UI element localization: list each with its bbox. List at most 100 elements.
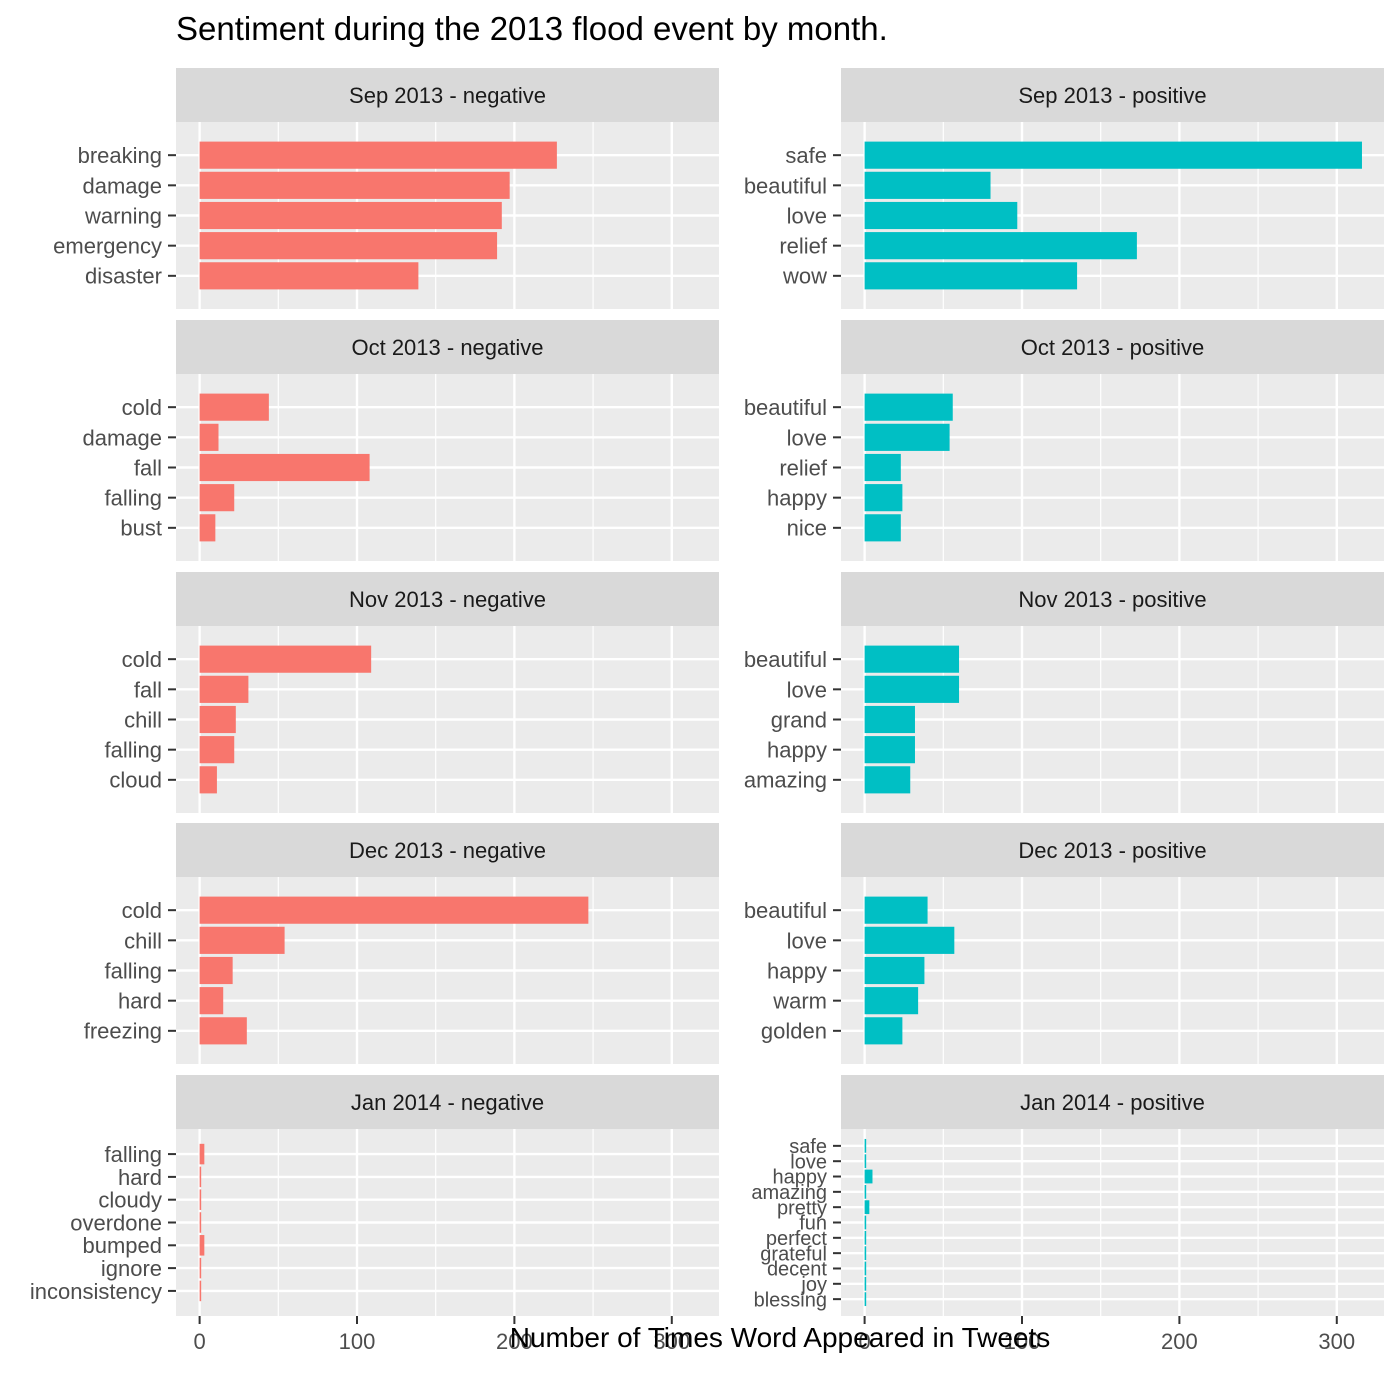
facet-strip <box>176 320 719 374</box>
bar <box>199 423 219 451</box>
facet-strip-label: Sep 2013 - positive <box>1018 83 1206 108</box>
facet-strip <box>176 823 719 877</box>
x-tick-label: 200 <box>1161 1329 1198 1354</box>
y-tick-label: chill <box>124 707 162 732</box>
bar <box>864 1292 867 1307</box>
bar <box>199 675 249 703</box>
bar <box>864 766 911 794</box>
bar <box>864 926 955 954</box>
bar <box>864 896 928 924</box>
y-tick-label: falling <box>105 958 162 983</box>
bar <box>199 956 233 985</box>
y-tick-label: happy <box>773 1167 828 1189</box>
y-tick-label: fun <box>799 1213 827 1235</box>
bar <box>199 453 370 482</box>
y-tick-label: damage <box>82 173 162 198</box>
facet-strip <box>841 572 1384 626</box>
y-tick-label: cloudy <box>98 1188 162 1213</box>
bar <box>199 1189 202 1210</box>
y-tick-label: love <box>790 1151 827 1173</box>
bar <box>199 1143 205 1165</box>
facet-strip-label: Dec 2013 - negative <box>349 838 546 863</box>
facet-strip-label: Nov 2013 - negative <box>349 587 546 612</box>
y-tick-label: fall <box>134 677 162 702</box>
bar <box>864 262 1078 290</box>
bar <box>864 675 960 703</box>
y-tick-label: cold <box>122 395 162 420</box>
y-tick-label: breaking <box>78 143 162 168</box>
y-tick-label: cold <box>122 647 162 672</box>
y-tick-label: damage <box>82 425 162 450</box>
y-tick-label: safe <box>789 1136 827 1158</box>
bar <box>864 736 915 764</box>
bar <box>199 1166 202 1188</box>
bar <box>864 645 960 673</box>
y-tick-label: hard <box>118 989 162 1014</box>
bar <box>864 987 919 1015</box>
bar <box>199 705 236 734</box>
bar <box>864 1017 903 1045</box>
y-tick-label: happy <box>767 738 827 763</box>
bar <box>864 1169 873 1184</box>
y-tick-label: bust <box>120 516 162 541</box>
bar <box>864 705 915 734</box>
y-tick-label: happy <box>767 958 827 983</box>
x-tick-label: 0 <box>858 1329 870 1354</box>
facet-strip <box>176 572 719 626</box>
y-tick-label: golden <box>761 1019 827 1044</box>
y-tick-label: joy <box>800 1274 827 1296</box>
facet-strip-label: Jan 2014 - positive <box>1020 1090 1205 1115</box>
bar <box>199 1257 202 1279</box>
y-tick-label: fall <box>134 455 162 480</box>
facet-strip <box>841 1075 1384 1129</box>
y-tick-label: warning <box>84 203 162 228</box>
y-tick-label: relief <box>779 455 828 480</box>
bar <box>199 514 216 542</box>
y-tick-label: cold <box>122 898 162 923</box>
bar <box>199 393 269 421</box>
y-tick-label: cloud <box>109 768 162 793</box>
bar <box>199 736 235 764</box>
y-tick-label: beautiful <box>744 647 827 672</box>
facet-strip-label: Sep 2013 - negative <box>349 83 546 108</box>
facet-strip <box>176 68 719 122</box>
bar <box>199 141 557 169</box>
y-tick-label: bumped <box>82 1233 162 1258</box>
x-tick-label: 200 <box>496 1329 533 1354</box>
y-tick-label: inconsistency <box>30 1279 162 1304</box>
y-tick-label: love <box>787 677 827 702</box>
y-tick-label: pretty <box>777 1197 827 1219</box>
bar <box>864 1230 867 1245</box>
bar <box>199 1235 205 1256</box>
y-tick-label: safe <box>785 143 827 168</box>
x-tick-label: 0 <box>193 1329 205 1354</box>
y-tick-label: freezing <box>84 1019 162 1044</box>
y-tick-label: disaster <box>85 264 162 289</box>
y-tick-label: decent <box>767 1259 827 1281</box>
y-tick-label: perfect <box>766 1228 828 1250</box>
y-tick-label: love <box>787 203 827 228</box>
bar <box>199 987 224 1015</box>
y-tick-label: beautiful <box>744 173 827 198</box>
bar <box>864 1276 867 1291</box>
bar <box>199 926 285 954</box>
bar <box>864 1246 867 1261</box>
bar <box>199 1017 247 1045</box>
y-tick-label: ignore <box>101 1256 162 1281</box>
bar <box>199 262 419 290</box>
bar <box>864 484 903 512</box>
bar <box>199 1212 202 1233</box>
facet-strip-label: Dec 2013 - positive <box>1018 838 1206 863</box>
bar <box>864 141 1362 169</box>
bar <box>864 1261 867 1276</box>
y-tick-label: beautiful <box>744 395 827 420</box>
x-tick-label: 300 <box>1318 1329 1355 1354</box>
x-tick-label: 100 <box>339 1329 376 1354</box>
bar <box>864 201 1018 230</box>
y-tick-label: hard <box>118 1165 162 1190</box>
facet-strip <box>841 68 1384 122</box>
bar <box>199 201 502 230</box>
bar <box>199 766 217 794</box>
y-tick-label: falling <box>105 486 162 511</box>
